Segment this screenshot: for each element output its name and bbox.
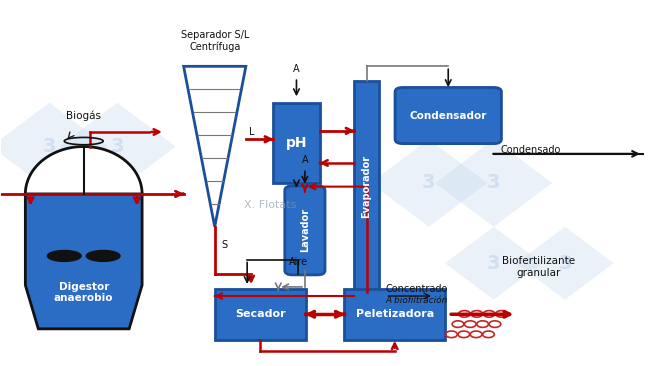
Ellipse shape	[47, 250, 81, 261]
Ellipse shape	[86, 250, 120, 261]
Text: 3: 3	[422, 173, 436, 193]
Text: Aire: Aire	[289, 257, 308, 267]
FancyBboxPatch shape	[285, 186, 325, 275]
Text: 3: 3	[487, 254, 501, 273]
Text: 3: 3	[111, 137, 124, 156]
Text: A biofiltración: A biofiltración	[385, 296, 448, 305]
Text: 3: 3	[487, 173, 501, 193]
Text: A: A	[302, 155, 308, 165]
Text: Concentrado: Concentrado	[385, 284, 448, 294]
Text: Evaporador: Evaporador	[361, 155, 372, 218]
Text: 3: 3	[43, 137, 56, 156]
Text: L: L	[249, 127, 255, 137]
FancyBboxPatch shape	[354, 81, 379, 292]
Polygon shape	[0, 103, 108, 190]
Text: A: A	[293, 64, 300, 74]
Text: Lavador: Lavador	[300, 208, 310, 253]
Text: Biogás: Biogás	[66, 111, 101, 121]
Text: Condensador: Condensador	[410, 111, 487, 120]
Text: Secador: Secador	[235, 309, 285, 319]
FancyBboxPatch shape	[395, 87, 501, 143]
Polygon shape	[436, 139, 552, 227]
Text: Peletizadora: Peletizadora	[356, 309, 434, 319]
FancyBboxPatch shape	[273, 103, 320, 183]
Text: S: S	[221, 239, 228, 250]
Text: Separador S/L
Centrífuga: Separador S/L Centrífuga	[181, 30, 249, 52]
FancyBboxPatch shape	[214, 289, 306, 340]
Polygon shape	[370, 139, 487, 227]
Polygon shape	[183, 66, 246, 227]
Polygon shape	[25, 146, 142, 194]
Text: Biofertilizante
granular: Biofertilizante granular	[502, 256, 576, 277]
Polygon shape	[59, 103, 176, 190]
Text: X. Flotats: X. Flotats	[244, 200, 296, 210]
Polygon shape	[516, 227, 614, 300]
Polygon shape	[445, 227, 542, 300]
FancyBboxPatch shape	[344, 289, 445, 340]
Text: pH: pH	[286, 136, 307, 150]
Text: Condensado: Condensado	[500, 145, 560, 155]
Text: 3: 3	[558, 254, 572, 273]
Text: Digestor
anaerobio: Digestor anaerobio	[54, 281, 114, 303]
Polygon shape	[25, 194, 142, 329]
